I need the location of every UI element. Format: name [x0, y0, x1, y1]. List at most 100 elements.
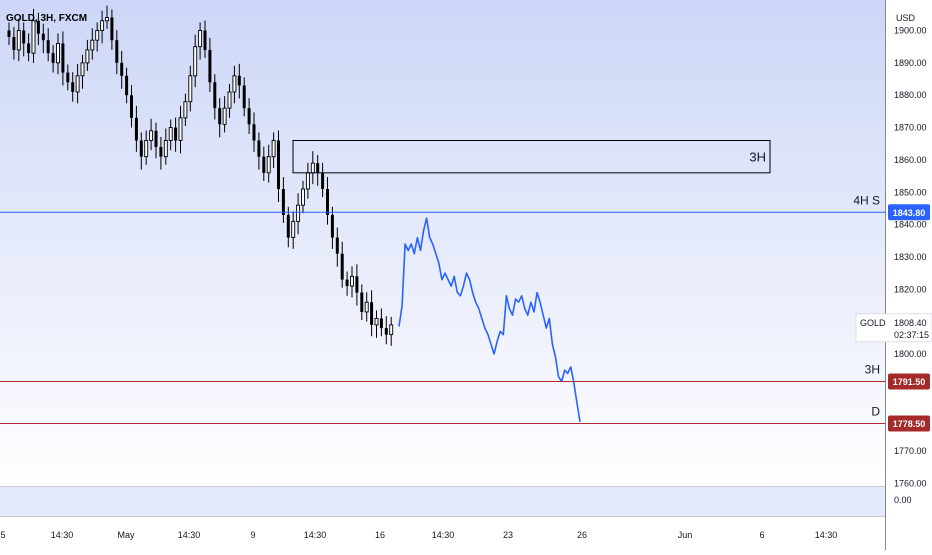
candle-body-down	[262, 156, 266, 173]
candle-body-up	[271, 140, 276, 158]
candle	[374, 310, 379, 338]
candle	[115, 30, 119, 75]
candle-body-down	[208, 49, 212, 83]
candle	[281, 177, 285, 223]
candle	[16, 18, 21, 62]
candle-body-down	[257, 140, 261, 157]
candle-body-up	[296, 204, 301, 222]
candle	[389, 316, 394, 346]
candle-body-down	[360, 292, 364, 312]
candle-body-up	[95, 30, 100, 41]
candle	[178, 105, 183, 154]
candle	[379, 308, 383, 337]
candle-body-down	[252, 124, 256, 141]
candle	[149, 118, 154, 151]
candle-body-down	[36, 20, 40, 34]
x-tick-label: 23	[503, 530, 513, 540]
candle	[31, 8, 36, 63]
levels-layer: 4H S 3H D	[0, 193, 885, 425]
candle-body-up	[16, 30, 21, 51]
candle	[120, 50, 124, 89]
x-tick-label: May	[117, 530, 135, 540]
candle	[125, 67, 129, 104]
candle-body-down	[46, 40, 50, 54]
projection-path	[398, 217, 581, 423]
candle	[286, 206, 290, 248]
candle-body-down	[345, 279, 349, 287]
candle-body-down	[51, 53, 55, 63]
price-tag-text: 1843.80	[893, 208, 926, 218]
candle-body-down	[159, 146, 163, 157]
candle	[80, 54, 85, 89]
candle-body-up	[222, 107, 227, 125]
y-tick-label: 1890.00	[894, 58, 927, 68]
plot-background	[0, 0, 885, 486]
x-tick-label: 14:30	[432, 530, 455, 540]
candle-body-up	[56, 42, 60, 64]
candle-body-up	[232, 75, 237, 93]
candle-body-up	[168, 127, 173, 141]
candle	[183, 93, 188, 126]
candle	[326, 177, 329, 225]
candle-body-down	[370, 302, 374, 325]
price-tag-text: 1791.50	[893, 377, 926, 387]
zone-box	[292, 139, 771, 174]
candle	[232, 65, 237, 104]
y-tick-label: 1880.00	[894, 90, 927, 100]
candle	[208, 37, 212, 92]
candle	[340, 241, 344, 288]
candle	[168, 119, 173, 151]
candle-body-down	[237, 75, 241, 86]
currency-label: USD	[896, 13, 916, 23]
candle-body-down	[41, 33, 45, 41]
candle	[247, 98, 251, 135]
candle	[110, 9, 114, 50]
candle	[316, 155, 320, 186]
y-tick-label: 1860.00	[894, 155, 927, 165]
candle	[242, 77, 246, 117]
candle	[370, 290, 374, 337]
candle	[159, 136, 163, 170]
candle	[130, 85, 133, 128]
candle	[277, 130, 280, 202]
candle-body-up	[163, 140, 168, 158]
candle	[41, 23, 45, 54]
candle	[100, 10, 105, 44]
candle	[262, 146, 266, 181]
candle-body-down	[340, 253, 344, 280]
candle-body-down	[355, 276, 359, 293]
candle-body-up	[85, 49, 90, 64]
candle-body-down	[203, 30, 207, 50]
candle-body-down	[134, 117, 138, 141]
candle	[85, 39, 90, 71]
candle	[134, 105, 138, 152]
y-tick-label: 1760.00	[894, 478, 927, 488]
candle	[257, 132, 261, 170]
candle-body-up	[80, 62, 85, 77]
candle	[66, 64, 70, 91]
candle-body-down	[71, 82, 75, 92]
candle	[364, 292, 369, 322]
candle-body-down	[316, 163, 320, 173]
price-tag-box	[888, 373, 930, 390]
price-tags: 1843.80 1791.50 1778.50 GOLD 1808.40 02:37:15	[855, 204, 932, 432]
candle-body-up	[310, 162, 315, 174]
candle-body-down	[154, 130, 158, 147]
zone-layer[interactable]: 3H	[292, 139, 771, 174]
candle	[174, 117, 178, 152]
candle	[291, 211, 296, 249]
candle	[252, 112, 256, 152]
current-countdown: 02:37:15	[894, 330, 929, 340]
x-tick-label: 5	[0, 530, 5, 540]
candle-body-up	[364, 301, 369, 313]
candle	[296, 193, 301, 235]
candle-body-down	[335, 237, 339, 254]
x-tick-label: 14:30	[51, 530, 74, 540]
y-tick-label: 1870.00	[894, 123, 927, 133]
y-tick-label: 1770.00	[894, 446, 927, 456]
x-tick-label: 16	[375, 530, 385, 540]
candle-body-up	[178, 117, 183, 141]
candle-body-up	[291, 220, 296, 238]
